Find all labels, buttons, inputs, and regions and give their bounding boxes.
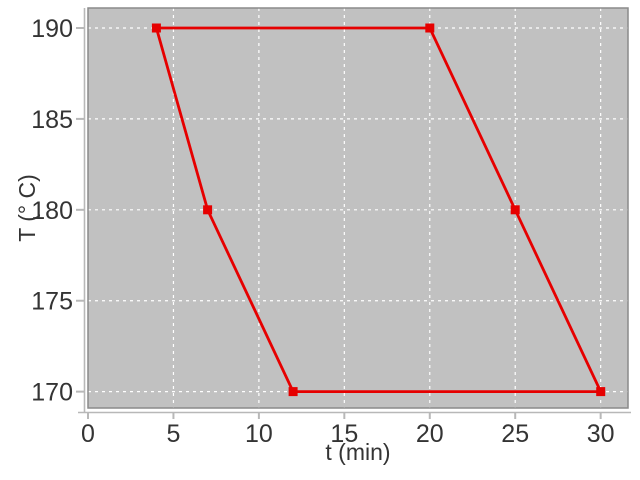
axis-lines-and-ticks (76, 8, 631, 419)
y-tick-label: 175 (31, 288, 73, 316)
data-point-marker (510, 205, 520, 215)
x-axis-label: t (min) (325, 439, 390, 465)
x-tick-label: 10 (245, 420, 273, 448)
data-markers (151, 23, 606, 397)
x-tick-label: 30 (587, 420, 615, 448)
plot-frame (87, 7, 629, 409)
data-point-marker (203, 205, 213, 215)
y-tick-label: 185 (31, 106, 73, 134)
data-point-marker (425, 23, 435, 33)
x-tick-label: 5 (166, 420, 180, 448)
y-axis-label: T (° C) (14, 174, 40, 242)
tick-labels: 170 175 180 185 190 0 5 10 15 20 25 30 (31, 15, 614, 448)
data-point-marker (596, 387, 606, 397)
y-tick-label: 180 (31, 197, 73, 225)
x-tick-label: 20 (416, 420, 444, 448)
y-tick-label: 190 (31, 15, 73, 43)
x-tick-label: 0 (81, 420, 95, 448)
x-tick-label: 15 (330, 420, 358, 448)
y-tick-label: 170 (31, 379, 73, 407)
data-point-marker (288, 387, 298, 397)
data-series (151, 23, 606, 397)
plot-border (87, 7, 629, 409)
plot-area (88, 8, 628, 408)
data-point-marker (151, 23, 161, 33)
plot-background (88, 8, 628, 408)
x-tick-label: 25 (501, 420, 529, 448)
